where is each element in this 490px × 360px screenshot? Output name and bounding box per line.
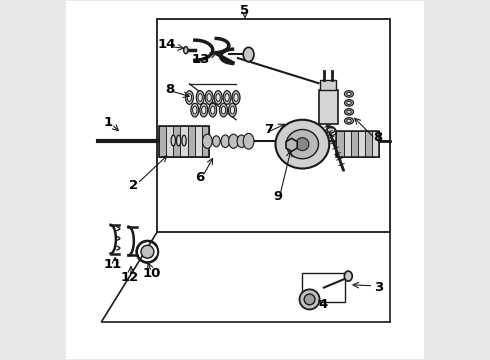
Text: 7: 7	[264, 123, 273, 136]
Ellipse shape	[207, 94, 211, 102]
Ellipse shape	[171, 135, 175, 146]
Ellipse shape	[346, 119, 351, 122]
Text: 5: 5	[241, 4, 249, 17]
Bar	[343, 131, 351, 157]
Ellipse shape	[220, 103, 227, 117]
Bar	[302, 273, 345, 302]
Bar	[159, 126, 209, 157]
Ellipse shape	[211, 106, 215, 114]
Ellipse shape	[232, 91, 240, 104]
Text: 14: 14	[158, 38, 176, 51]
Ellipse shape	[221, 106, 225, 114]
Circle shape	[299, 289, 319, 310]
Polygon shape	[286, 138, 297, 151]
Ellipse shape	[176, 135, 181, 146]
Text: 11: 11	[104, 258, 122, 271]
Ellipse shape	[229, 134, 238, 148]
Ellipse shape	[213, 136, 220, 147]
Text: 12: 12	[121, 271, 139, 284]
Ellipse shape	[286, 130, 318, 159]
Circle shape	[304, 294, 315, 305]
Text: 8: 8	[373, 131, 382, 144]
Ellipse shape	[205, 91, 213, 104]
Bar	[337, 131, 379, 157]
Ellipse shape	[237, 135, 245, 148]
Ellipse shape	[182, 135, 186, 146]
Ellipse shape	[234, 94, 238, 102]
Ellipse shape	[344, 100, 353, 106]
Ellipse shape	[186, 91, 194, 104]
Bar	[195, 126, 202, 157]
Ellipse shape	[327, 127, 335, 133]
Bar	[365, 131, 372, 157]
Ellipse shape	[275, 120, 329, 168]
Ellipse shape	[191, 103, 199, 117]
Text: 6: 6	[196, 171, 205, 184]
Ellipse shape	[187, 94, 192, 102]
Ellipse shape	[243, 47, 254, 62]
Circle shape	[296, 138, 309, 150]
Text: 9: 9	[274, 190, 283, 203]
Bar	[318, 90, 338, 125]
Circle shape	[141, 245, 154, 258]
Ellipse shape	[198, 94, 202, 102]
Bar	[159, 126, 166, 157]
Bar	[173, 126, 180, 157]
Text: 10: 10	[143, 267, 161, 280]
Ellipse shape	[344, 91, 353, 97]
Bar	[180, 126, 188, 157]
Bar	[188, 126, 195, 157]
Ellipse shape	[243, 134, 254, 149]
Ellipse shape	[193, 106, 197, 114]
Ellipse shape	[344, 271, 352, 281]
Ellipse shape	[344, 118, 353, 124]
Ellipse shape	[221, 135, 230, 148]
Ellipse shape	[230, 106, 235, 114]
Ellipse shape	[344, 109, 353, 115]
Ellipse shape	[346, 92, 351, 95]
Ellipse shape	[200, 103, 208, 117]
Bar	[372, 131, 379, 157]
Bar	[337, 131, 343, 157]
Text: 8: 8	[165, 83, 174, 96]
Text: 4: 4	[318, 298, 328, 311]
Text: 3: 3	[374, 281, 383, 294]
Text: 2: 2	[129, 179, 138, 192]
Ellipse shape	[196, 91, 204, 104]
Bar	[166, 126, 173, 157]
Bar	[351, 131, 358, 157]
Ellipse shape	[201, 106, 206, 114]
Bar	[157, 19, 390, 232]
Ellipse shape	[184, 46, 188, 54]
Ellipse shape	[202, 134, 212, 148]
Ellipse shape	[214, 91, 222, 104]
Bar	[358, 131, 365, 157]
Ellipse shape	[216, 94, 220, 102]
Ellipse shape	[209, 103, 217, 117]
Ellipse shape	[346, 101, 351, 104]
Text: 13: 13	[192, 53, 210, 66]
Ellipse shape	[346, 110, 351, 113]
Ellipse shape	[225, 94, 229, 102]
Ellipse shape	[223, 91, 231, 104]
Bar	[320, 80, 337, 90]
Bar	[202, 126, 209, 157]
Text: 1: 1	[103, 116, 113, 129]
Ellipse shape	[228, 103, 236, 117]
